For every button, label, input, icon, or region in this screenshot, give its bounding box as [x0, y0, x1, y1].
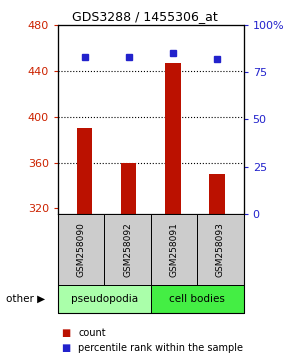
Text: GDS3288 / 1455306_at: GDS3288 / 1455306_at [72, 10, 218, 23]
Text: pseudopodia: pseudopodia [71, 294, 138, 304]
Text: other ▶: other ▶ [6, 294, 45, 304]
Text: GSM258091: GSM258091 [169, 222, 179, 277]
Text: GSM258090: GSM258090 [77, 222, 86, 277]
Text: GSM258092: GSM258092 [123, 222, 132, 277]
Bar [121, 162, 136, 214]
Text: ■: ■ [61, 329, 70, 338]
Text: GSM258093: GSM258093 [216, 222, 225, 277]
Bar [165, 63, 181, 214]
Text: ■: ■ [61, 343, 70, 353]
Text: percentile rank within the sample: percentile rank within the sample [78, 343, 243, 353]
Bar [209, 174, 225, 214]
Text: count: count [78, 329, 106, 338]
Bar [77, 128, 92, 214]
Text: cell bodies: cell bodies [169, 294, 225, 304]
